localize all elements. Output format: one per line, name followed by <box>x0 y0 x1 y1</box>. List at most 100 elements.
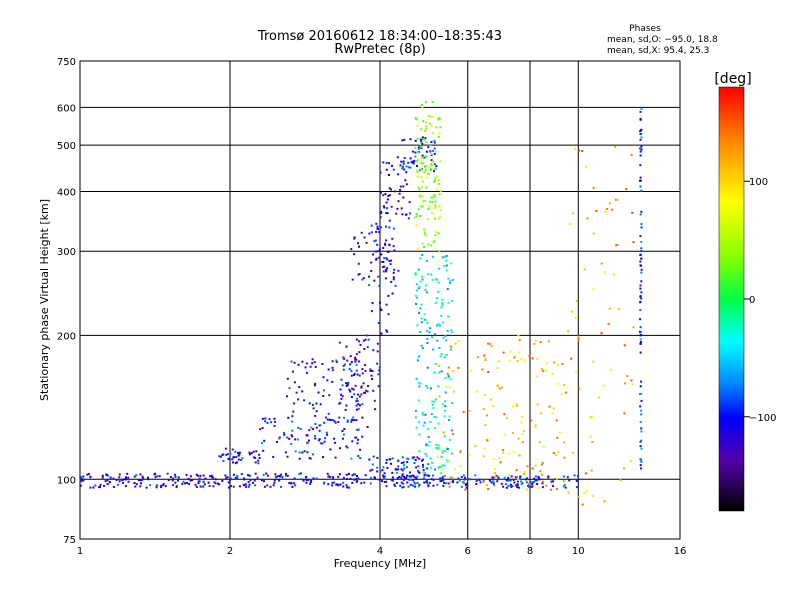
data-point <box>240 458 243 461</box>
data-point <box>515 469 518 472</box>
data-point <box>416 469 419 472</box>
data-point <box>381 469 384 472</box>
data-point <box>405 476 408 479</box>
data-point <box>524 478 527 481</box>
data-point <box>388 260 391 263</box>
data-point <box>509 350 512 353</box>
data-point <box>432 406 435 409</box>
data-point <box>244 483 247 486</box>
data-point <box>639 445 642 448</box>
data-point <box>415 478 418 480</box>
data-point <box>286 474 289 477</box>
data-point <box>103 484 106 487</box>
data-point <box>418 450 421 453</box>
data-point <box>377 227 379 230</box>
data-point <box>307 478 310 481</box>
data-point <box>422 120 425 123</box>
data-point <box>640 128 643 131</box>
data-point <box>162 482 165 485</box>
data-point <box>345 484 348 486</box>
data-point <box>184 482 187 485</box>
data-point <box>377 373 380 376</box>
data-point <box>460 485 463 488</box>
data-point <box>384 242 387 245</box>
data-point <box>304 476 307 479</box>
data-point <box>421 242 424 245</box>
data-point <box>639 440 642 443</box>
data-point <box>304 366 307 369</box>
data-point <box>433 333 436 336</box>
data-point <box>541 461 544 464</box>
data-point <box>370 310 373 313</box>
data-point <box>425 385 428 387</box>
data-point <box>639 405 642 408</box>
data-point <box>425 176 428 179</box>
data-point <box>533 477 536 480</box>
data-point <box>449 476 452 479</box>
data-point <box>293 482 296 485</box>
data-point <box>194 483 197 486</box>
data-point <box>592 287 595 290</box>
data-point <box>531 467 534 470</box>
data-point <box>169 476 172 478</box>
data-point <box>438 250 441 253</box>
data-point <box>424 234 427 237</box>
data-point <box>360 482 363 485</box>
data-point <box>437 179 440 182</box>
data-point <box>376 456 379 459</box>
data-point <box>443 435 446 438</box>
data-point <box>382 476 385 479</box>
data-point <box>457 366 460 369</box>
data-point <box>107 482 110 485</box>
data-point <box>357 455 360 458</box>
data-point <box>221 480 224 482</box>
data-point <box>147 476 149 479</box>
data-point <box>364 364 367 366</box>
data-point <box>521 441 524 444</box>
data-point <box>445 255 448 257</box>
data-point <box>440 306 443 309</box>
data-point <box>640 409 643 412</box>
data-point <box>550 488 553 491</box>
data-point <box>418 146 421 149</box>
data-point <box>228 478 231 481</box>
data-point <box>431 212 434 215</box>
data-point <box>402 486 405 489</box>
data-point <box>237 458 240 461</box>
data-point <box>314 423 317 425</box>
data-point <box>487 342 489 345</box>
data-point <box>623 344 626 347</box>
data-point <box>409 138 412 141</box>
data-point <box>337 475 340 478</box>
data-point <box>556 382 559 385</box>
data-point <box>227 481 230 484</box>
data-point <box>450 262 453 265</box>
data-point <box>432 478 435 481</box>
data-point <box>415 215 418 218</box>
data-point <box>290 443 293 445</box>
data-point <box>378 369 381 372</box>
data-point <box>385 459 388 461</box>
data-point <box>451 299 454 302</box>
data-point <box>291 420 294 423</box>
data-point <box>420 317 423 320</box>
data-point <box>431 461 433 464</box>
data-point <box>417 381 420 384</box>
data-point <box>357 393 359 396</box>
data-point <box>419 205 422 208</box>
data-point <box>372 253 374 256</box>
data-point <box>402 160 405 163</box>
data-point <box>401 213 404 216</box>
data-point <box>388 243 391 246</box>
data-point <box>464 488 467 491</box>
data-point <box>420 344 423 347</box>
data-point <box>487 488 490 490</box>
data-point <box>417 147 420 150</box>
data-point <box>371 302 374 305</box>
data-point <box>202 474 205 477</box>
data-point <box>424 472 427 474</box>
data-point <box>556 364 559 367</box>
data-point <box>421 278 424 281</box>
data-point <box>516 484 519 487</box>
